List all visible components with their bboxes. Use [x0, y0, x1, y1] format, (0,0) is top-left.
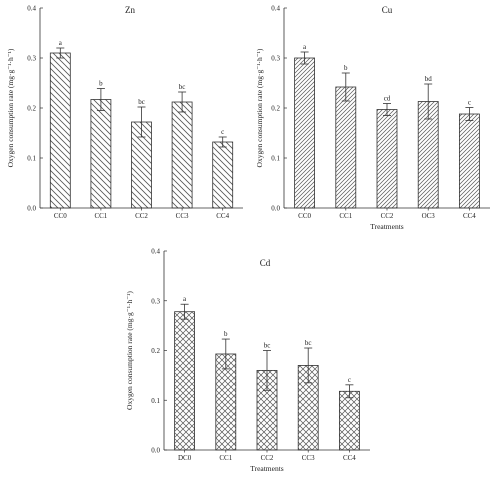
panel-title: Zn [125, 5, 135, 15]
y-axis-label: Oxygen consumption rate (mg·g⁻¹·h⁻¹) [125, 291, 134, 410]
y-tick-label: 0.3 [151, 297, 160, 305]
y-tick-label: 0.2 [271, 105, 280, 113]
y-tick-label: 0.1 [151, 397, 160, 405]
y-tick-label: 0.0 [27, 205, 36, 213]
x-tick-label: CC1 [339, 212, 352, 220]
x-tick-label: DC0 [178, 454, 192, 462]
significance-label: bc [179, 83, 186, 91]
chart-panel-zn: 0.0 0.1 0.2 0.3 0.4 a CC0 b CC1 bc CC2 bc CC3 c CC4 Zn O… [6, 5, 243, 220]
significance-label: a [59, 39, 63, 47]
y-axis-label: Oxygen consumption rate (mg·g⁻¹·h⁻¹) [6, 48, 15, 167]
bar [338, 390, 360, 451]
significance-label: bc [138, 98, 145, 106]
significance-label: c [221, 128, 224, 136]
significance-label: bd [425, 75, 433, 83]
x-tick-label: CC3 [302, 454, 315, 462]
y-tick-label: 0.4 [27, 5, 36, 13]
x-axis-label: Treatments [250, 464, 284, 473]
y-tick-label: 0.1 [271, 155, 280, 163]
x-tick-label: CC4 [216, 212, 229, 220]
significance-label: bc [264, 342, 271, 350]
x-tick-label: CC2 [135, 212, 148, 220]
x-tick-label: CC4 [343, 454, 356, 462]
significance-label: c [468, 99, 471, 107]
bar [294, 57, 316, 209]
significance-label: cd [384, 95, 391, 103]
bar [49, 52, 71, 209]
bar [458, 113, 480, 209]
y-tick-label: 0.2 [27, 105, 36, 113]
x-axis-label: Treatments [370, 222, 404, 231]
x-tick-label: CC2 [381, 212, 394, 220]
bar [174, 311, 196, 451]
bar [335, 86, 357, 209]
x-tick-label: CC1 [219, 454, 232, 462]
y-tick-label: 0.3 [271, 55, 280, 63]
x-tick-label: CC1 [94, 212, 107, 220]
x-tick-label: CC0 [298, 212, 311, 220]
y-tick-label: 0.0 [271, 205, 280, 213]
chart-panel-cd: 0.0 0.1 0.2 0.3 0.4 a DC0 b CC1 bc CC2 bc CC3 c CC4 Cd O… [125, 248, 370, 473]
significance-label: a [303, 43, 307, 51]
bar [376, 109, 398, 209]
significance-label: c [348, 376, 351, 384]
bar [212, 141, 234, 209]
y-tick-label: 0.3 [27, 55, 36, 63]
significance-label: b [224, 330, 228, 338]
significance-label: a [183, 295, 187, 303]
x-tick-label: CC0 [54, 212, 67, 220]
panel-title: Cd [260, 258, 271, 268]
y-axis-label: Oxygen consumption rate (mg·g⁻¹·h⁻¹) [255, 48, 264, 167]
significance-label: bc [305, 339, 312, 347]
y-tick-label: 0.4 [271, 5, 280, 13]
y-tick-label: 0.4 [151, 248, 160, 256]
bar [171, 101, 193, 209]
y-tick-label: 0.0 [151, 447, 160, 455]
x-tick-label: CC2 [261, 454, 274, 462]
x-tick-label: CC3 [176, 212, 189, 220]
significance-label: b [99, 80, 103, 88]
panel-title: Cu [382, 5, 393, 15]
x-tick-label: OC3 [422, 212, 436, 220]
chart-panel-cu: 0.0 0.1 0.2 0.3 0.4 a CC0 b CC1 cd CC2 bd OC3 c CC4 Cu O… [255, 5, 490, 231]
y-tick-label: 0.2 [151, 347, 160, 355]
significance-label: b [344, 64, 348, 72]
bar [90, 99, 112, 209]
y-tick-label: 0.1 [27, 155, 36, 163]
x-tick-label: CC4 [463, 212, 476, 220]
